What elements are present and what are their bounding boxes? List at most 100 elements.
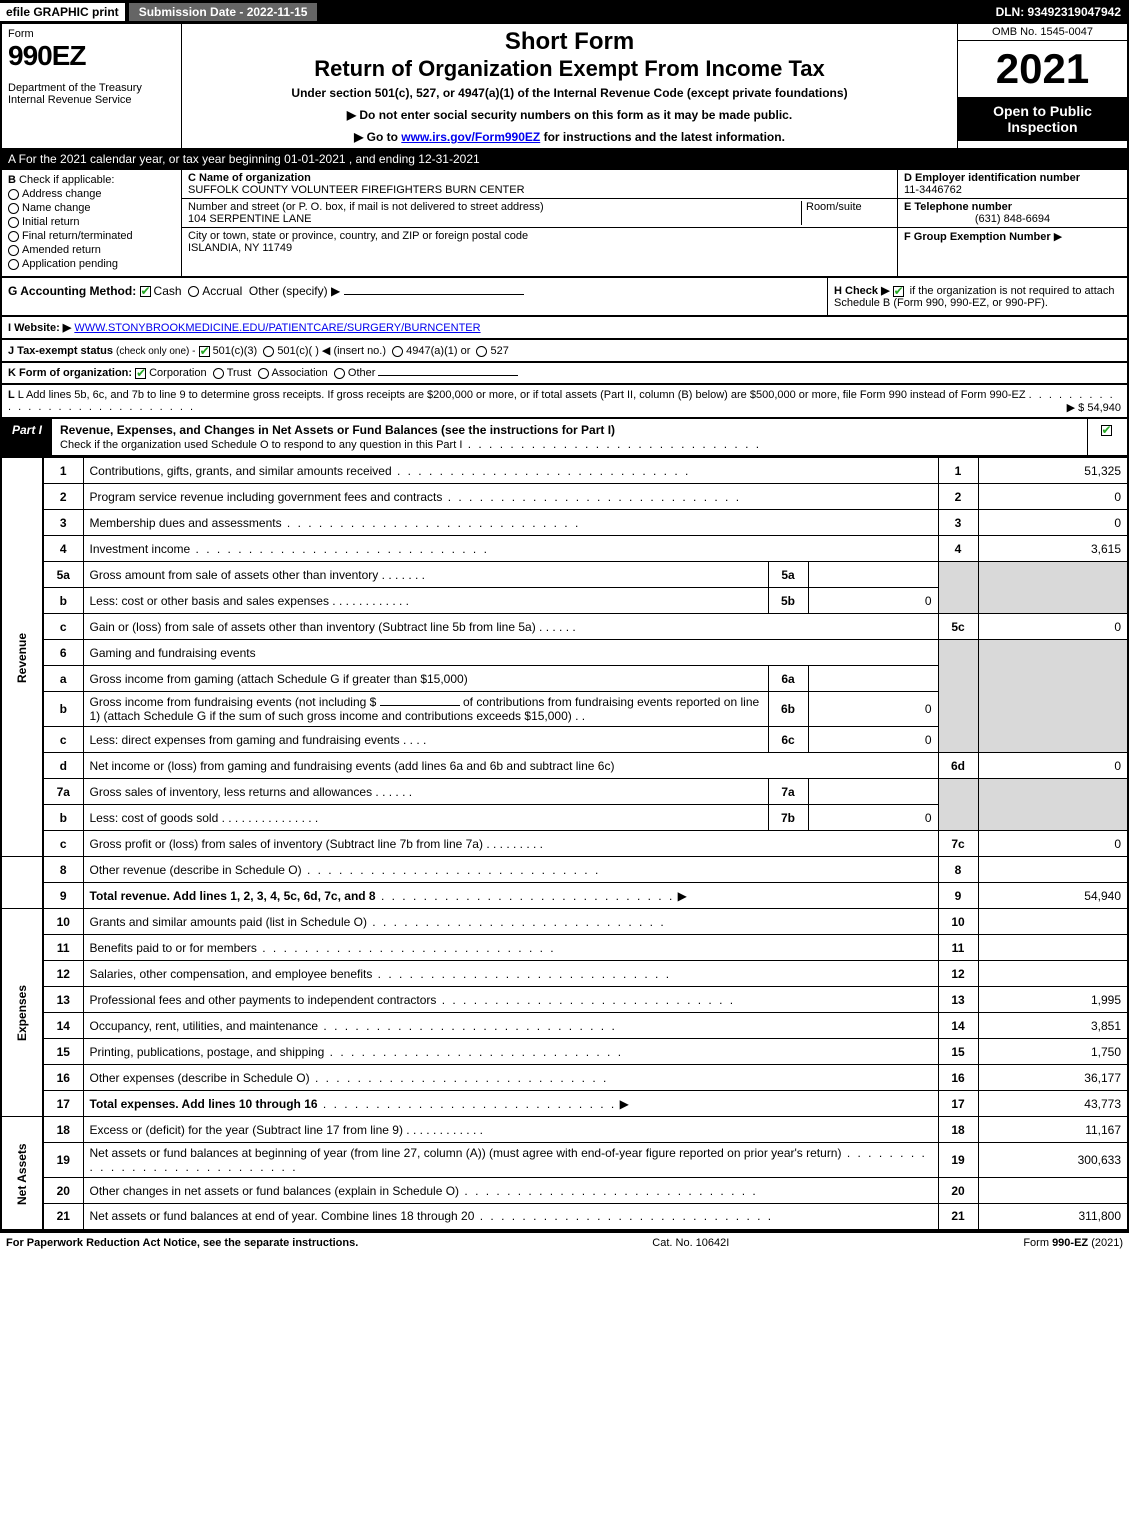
other-specify: Other (specify) ▶: [249, 284, 340, 298]
chk-assoc[interactable]: [258, 368, 269, 379]
line-7a-num: 7a: [43, 779, 83, 805]
chk-address-change[interactable]: Address change: [8, 188, 175, 200]
f-cell: F Group Exemption Number ▶: [898, 228, 1127, 245]
c-addr-label: Number and street (or P. O. box, if mail…: [188, 201, 544, 213]
line-4-desc: Investment income: [83, 536, 938, 562]
line-7b-subval: 0: [808, 805, 938, 831]
note-ssn: ▶ Do not enter social security numbers o…: [190, 108, 949, 122]
chk-application-pending[interactable]: Application pending: [8, 258, 175, 270]
row-k: K Form of organization: Corporation Trus…: [0, 363, 1129, 385]
org-name: SUFFOLK COUNTY VOLUNTEER FIREFIGHTERS BU…: [188, 184, 525, 196]
return-title: Return of Organization Exempt From Incom…: [190, 56, 949, 82]
j-label: J Tax-exempt status: [8, 345, 113, 357]
line-10-num: 10: [43, 909, 83, 935]
line-6c-desc: Less: direct expenses from gaming and fu…: [83, 727, 768, 753]
chk-cash[interactable]: [140, 286, 151, 297]
line-21-num: 21: [43, 1204, 83, 1230]
line-9-rnum: 9: [938, 883, 978, 909]
k-other-input[interactable]: [378, 375, 518, 376]
line-7b-desc: Less: cost of goods sold . . . . . . . .…: [83, 805, 768, 831]
chk-accrual[interactable]: [188, 286, 199, 297]
g-accounting: G Accounting Method: Cash Accrual Other …: [2, 278, 827, 315]
c-addr-cell: Number and street (or P. O. box, if mail…: [182, 199, 897, 228]
line-21-rnum: 21: [938, 1204, 978, 1230]
chk-4947[interactable]: [392, 346, 403, 357]
other-input[interactable]: [344, 294, 524, 295]
dln: DLN: 93492319047942: [988, 3, 1129, 21]
chk-trust[interactable]: [213, 368, 224, 379]
chk-final-return[interactable]: Final return/terminated: [8, 230, 175, 242]
line-6-desc: Gaming and fundraising events: [83, 640, 938, 666]
line-16-num: 16: [43, 1065, 83, 1091]
line-5b-desc: Less: cost or other basis and sales expe…: [83, 588, 768, 614]
k-o1: Corporation: [149, 367, 206, 379]
line-1-rnum: 1: [938, 458, 978, 484]
website-link[interactable]: WWW.STONYBROOKMEDICINE.EDU/PATIENTCARE/S…: [74, 322, 480, 334]
line-6d-val: 0: [978, 753, 1128, 779]
line-14-rnum: 14: [938, 1013, 978, 1039]
f-label: F Group Exemption Number: [904, 231, 1051, 243]
line-11-desc: Benefits paid to or for members: [83, 935, 938, 961]
line-12-val: [978, 961, 1128, 987]
line-20-desc: Other changes in net assets or fund bala…: [83, 1178, 938, 1204]
line-2-rnum: 2: [938, 484, 978, 510]
chk-other-org[interactable]: [334, 368, 345, 379]
line-2-val: 0: [978, 484, 1128, 510]
note-goto: ▶ Go to www.irs.gov/Form990EZ for instru…: [190, 130, 949, 144]
line-6abc-rnum: [938, 640, 978, 753]
col-c: C Name of organization SUFFOLK COUNTY VO…: [182, 170, 897, 276]
chk-initial-return[interactable]: Initial return: [8, 216, 175, 228]
under-section: Under section 501(c), 527, or 4947(a)(1)…: [190, 86, 949, 100]
line-2-desc: Program service revenue including govern…: [83, 484, 938, 510]
line-10-rnum: 10: [938, 909, 978, 935]
line-6d-desc: Net income or (loss) from gaming and fun…: [83, 753, 938, 779]
efile-button[interactable]: efile GRAPHIC print: [0, 3, 125, 21]
irs-link[interactable]: www.irs.gov/Form990EZ: [401, 130, 540, 144]
chk-name-change[interactable]: Name change: [8, 202, 175, 214]
line-20-rnum: 20: [938, 1178, 978, 1204]
chk-schedule-b[interactable]: [893, 286, 904, 297]
line-5c-rnum: 5c: [938, 614, 978, 640]
line-7b-subnum: 7b: [768, 805, 808, 831]
line-14-num: 14: [43, 1013, 83, 1039]
j-o3: 4947(a)(1) or: [406, 345, 470, 357]
line-3-num: 3: [43, 510, 83, 536]
line-11-val: [978, 935, 1128, 961]
chk-501c3[interactable]: [199, 346, 210, 357]
k-label: K Form of organization:: [8, 367, 132, 379]
chk-527[interactable]: [476, 346, 487, 357]
line-6c-subnum: 6c: [768, 727, 808, 753]
line-5ab-val: [978, 562, 1128, 614]
side-rev-cont: [1, 857, 43, 909]
chk-amended[interactable]: Amended return: [8, 244, 175, 256]
ein: 11-3446762: [904, 184, 962, 196]
line-6b-num: b: [43, 692, 83, 727]
line-7a-subnum: 7a: [768, 779, 808, 805]
short-form-title: Short Form: [190, 28, 949, 56]
line-1-val: 51,325: [978, 458, 1128, 484]
chk-501c[interactable]: [263, 346, 274, 357]
submission-date: Submission Date - 2022-11-15: [129, 3, 318, 21]
line-16-rnum: 16: [938, 1065, 978, 1091]
part-i-check[interactable]: [1087, 419, 1127, 455]
omb-number: OMB No. 1545-0047: [958, 24, 1127, 41]
line-18-val: 11,167: [978, 1117, 1128, 1143]
line-8-desc: Other revenue (describe in Schedule O): [83, 857, 938, 883]
line-4-rnum: 4: [938, 536, 978, 562]
line-6a-desc: Gross income from gaming (attach Schedul…: [83, 666, 768, 692]
line-5ab-rnum: [938, 562, 978, 614]
line-1-desc: Contributions, gifts, grants, and simila…: [83, 458, 938, 484]
b-label: B: [8, 174, 16, 186]
line-6d-num: d: [43, 753, 83, 779]
line-14-val: 3,851: [978, 1013, 1128, 1039]
line-8-rnum: 8: [938, 857, 978, 883]
chk-corp[interactable]: [135, 368, 146, 379]
line-19-val: 300,633: [978, 1143, 1128, 1178]
b-title: Check if applicable:: [19, 174, 114, 186]
line-16-desc: Other expenses (describe in Schedule O): [83, 1065, 938, 1091]
line-7a-subval: [808, 779, 938, 805]
side-expenses: Expenses: [1, 909, 43, 1117]
footer-right: Form 990-EZ (2021): [1023, 1237, 1123, 1249]
form-label: Form: [8, 28, 175, 40]
line-19-desc: Net assets or fund balances at beginning…: [83, 1143, 938, 1178]
